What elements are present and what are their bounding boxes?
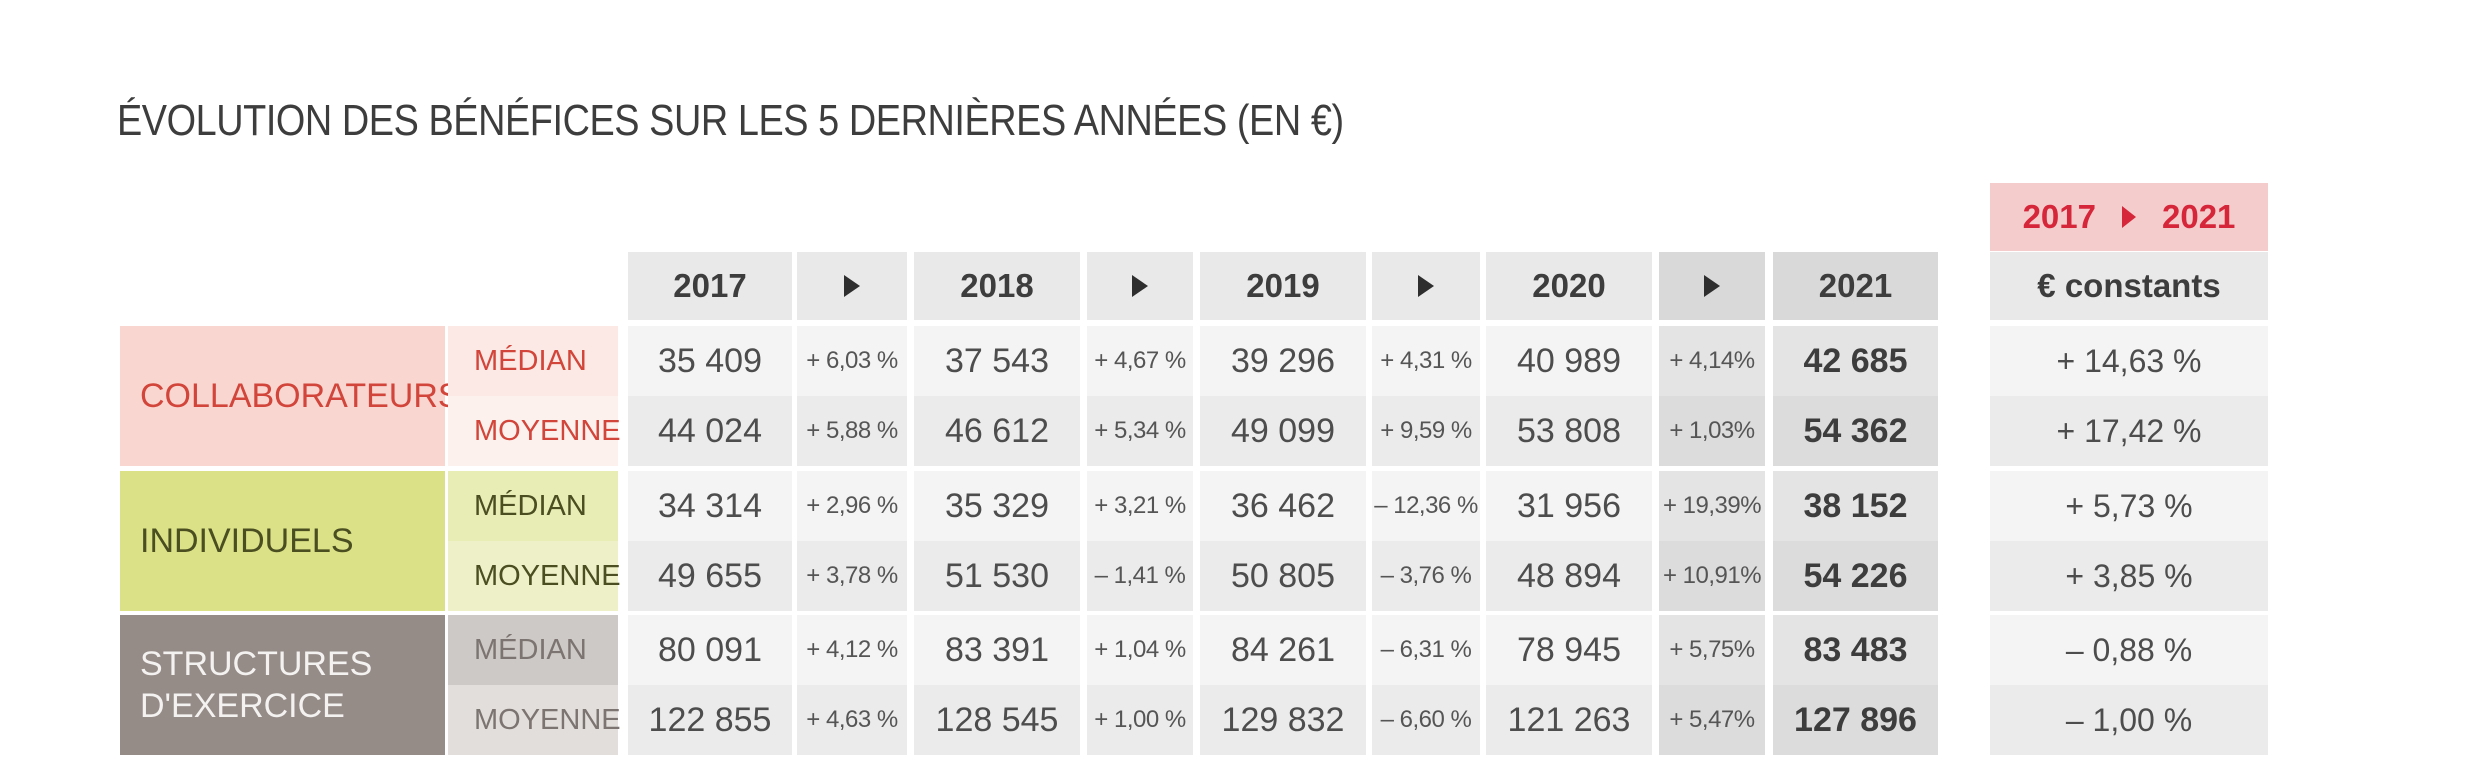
value-cell: 121 263 [1486,685,1652,755]
category-label: STRUCTURES D'EXERCICE [120,615,445,755]
year-header-2019: 2019 [1200,252,1366,320]
range-start-year: 2017 [2022,198,2096,235]
change-cell: + 19,39% [1659,471,1765,541]
value-cell: 127 896 [1773,685,1938,755]
row-label: MÉDIAN [448,471,618,541]
change-cell: + 3,78 % [797,541,907,611]
change-cell: + 1,03% [1659,396,1765,466]
value-cell: 80 091 [628,615,792,685]
value-cell: 83 391 [914,615,1080,685]
value-cell: 36 462 [1200,471,1366,541]
value-cell: 54 226 [1773,541,1938,611]
arrow-header [797,252,907,320]
evolution-range-header: 2017 2021 [1990,183,2268,251]
evolution-cell: – 0,88 % [1990,615,2268,685]
value-cell: 35 409 [628,326,792,396]
change-cell: – 12,36 % [1372,471,1480,541]
change-cell: + 5,75% [1659,615,1765,685]
value-cell: 50 805 [1200,541,1366,611]
value-cell: 38 152 [1773,471,1938,541]
category-label: COLLABORATEURS [120,326,461,466]
change-cell: – 6,31 % [1372,615,1480,685]
value-cell: 54 362 [1773,396,1938,466]
year-header-2020: 2020 [1486,252,1652,320]
value-cell: 37 543 [914,326,1080,396]
play-triangle-icon [1704,275,1720,297]
change-cell: + 4,12 % [797,615,907,685]
row-label: MÉDIAN [448,326,618,396]
value-cell: 49 655 [628,541,792,611]
change-cell: + 5,34 % [1087,396,1193,466]
change-cell: + 1,04 % [1087,615,1193,685]
evolution-cell: + 17,42 % [1990,396,2268,466]
play-triangle-icon [844,275,860,297]
change-cell: – 3,76 % [1372,541,1480,611]
value-cell: 78 945 [1486,615,1652,685]
row-label: MOYENNE [448,685,621,755]
category-label: INDIVIDUELS [120,471,445,611]
page-title: ÉVOLUTION DES BÉNÉFICES SUR LES 5 DERNIÈ… [117,96,1344,145]
value-cell: 31 956 [1486,471,1652,541]
evolution-cell: + 5,73 % [1990,471,2268,541]
value-cell: 49 099 [1200,396,1366,466]
year-header-2017: 2017 [628,252,792,320]
change-cell: + 6,03 % [797,326,907,396]
play-triangle-icon [1132,275,1148,297]
evolution-cell: + 14,63 % [1990,326,2268,396]
row-label: MOYENNE [448,396,621,466]
value-cell: 40 989 [1486,326,1652,396]
play-triangle-icon [1418,275,1434,297]
row-label: MOYENNE [448,541,621,611]
change-cell: – 1,41 % [1087,541,1193,611]
value-cell: 129 832 [1200,685,1366,755]
value-cell: 42 685 [1773,326,1938,396]
evolution-cell: – 1,00 % [1990,685,2268,755]
change-cell: + 10,91% [1659,541,1765,611]
row-label: MÉDIAN [448,615,618,685]
change-cell: + 4,63 % [797,685,907,755]
change-cell: + 9,59 % [1372,396,1480,466]
value-cell: 48 894 [1486,541,1652,611]
value-cell: 122 855 [628,685,792,755]
change-cell: + 3,21 % [1087,471,1193,541]
arrow-header [1659,252,1765,320]
value-cell: 53 808 [1486,396,1652,466]
year-header-2018: 2018 [914,252,1080,320]
change-cell: + 1,00 % [1087,685,1193,755]
value-cell: 44 024 [628,396,792,466]
value-cell: 46 612 [914,396,1080,466]
change-cell: + 5,47% [1659,685,1765,755]
evolution-cell: + 3,85 % [1990,541,2268,611]
change-cell: + 4,31 % [1372,326,1480,396]
change-cell: – 6,60 % [1372,685,1480,755]
value-cell: 34 314 [628,471,792,541]
constants-header: € constants [1990,252,2268,320]
arrow-header [1087,252,1193,320]
value-cell: 39 296 [1200,326,1366,396]
arrow-header [1372,252,1480,320]
value-cell: 35 329 [914,471,1080,541]
value-cell: 51 530 [914,541,1080,611]
year-header-2021: 2021 [1773,252,1938,320]
change-cell: + 2,96 % [797,471,907,541]
change-cell: + 4,67 % [1087,326,1193,396]
value-cell: 84 261 [1200,615,1366,685]
range-end-year: 2021 [2162,198,2236,235]
change-cell: + 4,14% [1659,326,1765,396]
value-cell: 128 545 [914,685,1080,755]
value-cell: 83 483 [1773,615,1938,685]
change-cell: + 5,88 % [797,396,907,466]
play-triangle-icon [2122,206,2136,228]
